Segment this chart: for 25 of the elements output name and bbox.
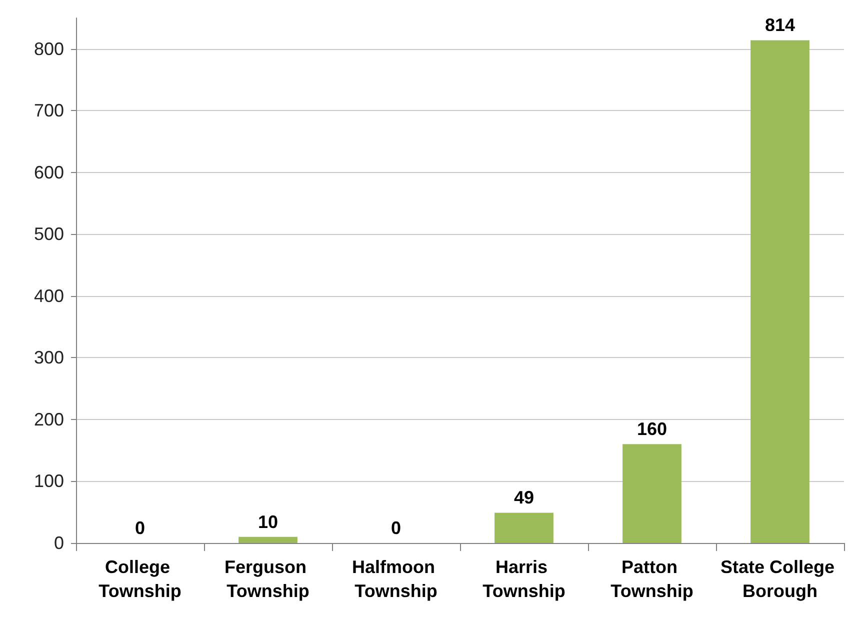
y-tick-label: 300	[34, 348, 64, 368]
data-label: 0	[134, 518, 146, 538]
x-tick-label: Harris Township	[482, 557, 566, 601]
bar	[750, 40, 810, 543]
y-tick-label: 0	[54, 533, 64, 553]
data-label: 0	[390, 518, 402, 538]
y-tick-label: 600	[34, 162, 64, 182]
bar	[622, 444, 682, 543]
x-tick-label: Halfmoon Township	[352, 557, 440, 601]
y-tick-label: 400	[34, 286, 64, 306]
y-tick-label: 800	[34, 38, 64, 59]
x-tick-label: Ferguson Township	[224, 557, 312, 601]
bar	[494, 512, 554, 543]
y-tick-label: 100	[34, 471, 64, 492]
bar	[238, 536, 298, 543]
data-label: 160	[636, 419, 668, 440]
x-tick-label: Patton Township	[610, 557, 694, 601]
data-label: 49	[514, 488, 534, 508]
y-tick-label: 500	[34, 224, 64, 244]
y-tick-label: 700	[34, 100, 64, 121]
x-tick-label: State College Borough	[720, 557, 840, 601]
data-label: 814	[764, 15, 796, 36]
x-tick-label: College Township	[98, 557, 182, 601]
y-tick-label: 200	[34, 409, 64, 430]
data-label: 10	[258, 512, 278, 532]
